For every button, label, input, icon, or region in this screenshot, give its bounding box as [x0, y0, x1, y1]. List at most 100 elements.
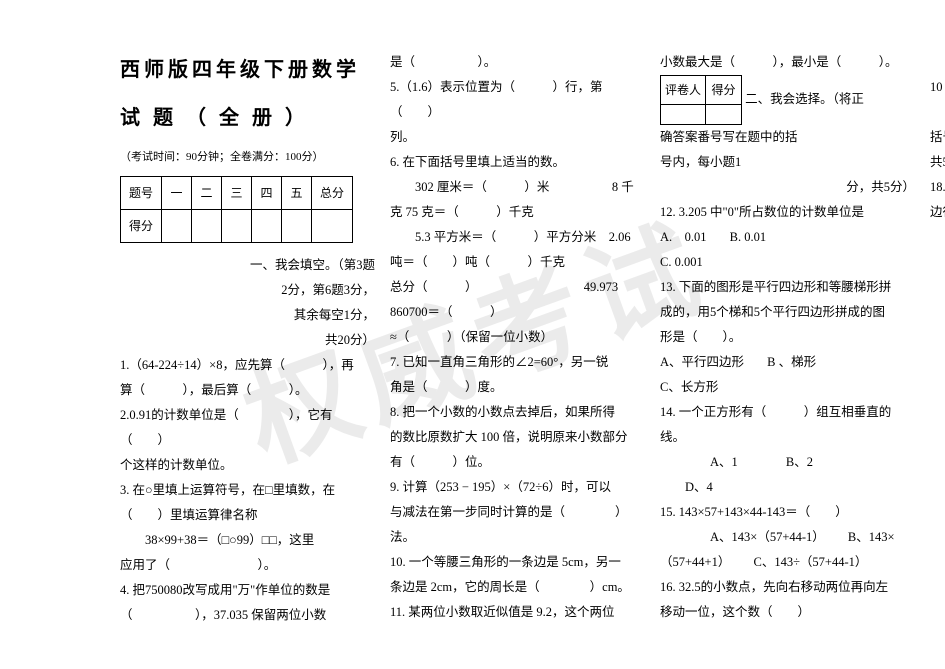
- score-row2-label: 得分: [121, 210, 162, 243]
- q14b: 线。: [660, 425, 915, 450]
- q14: 14. 一个正方形有（ ）组互相垂直的: [660, 400, 915, 425]
- q6e: 总分（ ） 49.973: [390, 275, 645, 300]
- q14-opts: A、1 B、2: [660, 450, 915, 475]
- q4c: 是（ ）。: [390, 50, 645, 75]
- q13-b: B 、梯形: [767, 350, 816, 375]
- q15: 15. 143×57+143×44-143＝（ ）: [660, 500, 915, 525]
- section3-b: 括号内画"√"，错的画"×"，每小题1分，: [930, 125, 945, 150]
- judge-c1: [661, 105, 706, 125]
- section2-block: 评卷人 得分 二、我会选择。（将正 确答案番号写在题中的括 号内，每小题1: [660, 75, 915, 175]
- q10: 10. 一个等腰三角形的一条边是 5cm，另一: [390, 550, 645, 575]
- q6d: 吨＝（ ）吨（ ）千克: [390, 250, 645, 275]
- q3d: 应用了（ ）。: [120, 553, 375, 578]
- q15-opts: A、143×（57+44-1） B、143×: [660, 525, 915, 550]
- score-cell-5: [282, 210, 312, 243]
- q16b: 移动一位，这个数（ ）: [660, 600, 915, 625]
- q15-b2: （57+44+1）: [660, 550, 730, 575]
- q5: 5.（1.6）表示位置为（ ）行，第（ ）: [390, 75, 645, 125]
- q3: 3. 在○里填上运算符号，在□里填数，在: [120, 478, 375, 503]
- section1-line2: 2分，第6题3分，: [120, 278, 375, 303]
- section1-line4: 共20分）: [120, 328, 375, 353]
- score-head-4: 四: [252, 177, 282, 210]
- q14-b: B、2: [761, 450, 813, 475]
- section2-text-d: 分，共5分）: [660, 175, 915, 200]
- q6f: ≈（ ）（保留一位小数）: [390, 325, 645, 350]
- q16-b2: 10 倍: [930, 75, 945, 100]
- q3b: （ ）里填运算律名称: [120, 503, 375, 528]
- q2b: 个这样的计数单位。: [120, 453, 375, 478]
- score-table: 题号 一 二 三 四 五 总分 得分: [120, 176, 353, 243]
- q6g: 860700＝（ ）: [390, 300, 645, 325]
- q7: 7. 已知一直角三角形的∠2=60°，另一锐: [390, 350, 645, 375]
- q13b: 成的，用5个梯和5个平行四边形拼成的图: [660, 300, 915, 325]
- section3-c: 共5分）: [930, 150, 945, 175]
- q2: 2.0.91的计数单位是（ ），它有（ ）: [120, 403, 375, 453]
- q5b: 列。: [390, 125, 645, 150]
- q13: 13. 下面的图形是平行四边形和等腰梯形拼: [660, 275, 915, 300]
- page-title-1: 西师版四年级下册数学: [120, 50, 375, 90]
- score-cell-6: [312, 210, 353, 243]
- q6c: 5.3 平方米＝（ ）平方分米 2.06: [390, 225, 645, 250]
- q12-a: A. 0.01: [660, 225, 707, 250]
- q13-a: A、平行四边形: [660, 350, 744, 375]
- section2-text-c: 号内，每小题1: [660, 150, 915, 175]
- page-content: 西师版四年级下册数学 试 题 （ 全 册 ） （考试时间：90分钟；全卷满分：1…: [120, 50, 915, 630]
- q16: 16. 32.5的小数点，先向右移动两位再向左: [660, 575, 915, 600]
- q18b: 边行 （: [930, 200, 945, 225]
- score-head-3: 三: [222, 177, 252, 210]
- q6: 6. 在下面括号里填上适当的数。: [390, 150, 645, 175]
- q6a: 302 厘米＝（ ）米 8 千: [390, 175, 645, 200]
- q1b: 算（ ），最后算（ ）。: [120, 378, 375, 403]
- q9: 9. 计算（253 − 195）×（72÷6）时，可以: [390, 475, 645, 500]
- score-head-1: 一: [162, 177, 192, 210]
- q15-b: B、143×: [848, 530, 895, 544]
- section2-text-b: 确答案番号写在题中的括: [660, 125, 915, 150]
- q3c: 38×99+38＝（□○99）□□，这里: [120, 528, 375, 553]
- judge-c2: [706, 105, 742, 125]
- q6b: 克 75 克＝（ ）千克: [390, 200, 645, 225]
- section1-line3: 其余每空1分，: [120, 303, 375, 328]
- q16-opts: A. 扩大 10 倍 B. 缩小: [930, 50, 945, 75]
- q12-b: B. 0.01: [730, 225, 766, 250]
- score-head-2: 二: [192, 177, 222, 210]
- q4: 4. 把750080改写成用"万"作单位的数是: [120, 578, 375, 603]
- q8c: 有（ ）位。: [390, 450, 645, 475]
- score-cell-2: [192, 210, 222, 243]
- score-head-0: 题号: [121, 177, 162, 210]
- exam-subtitle: （考试时间：90分钟；全卷满分：100分）: [120, 146, 375, 168]
- judge-table: 评卷人 得分: [660, 75, 742, 125]
- q9c: 法。: [390, 525, 645, 550]
- q1: 1.（64-224÷14）×8，应先算（ ），再: [120, 353, 375, 378]
- q15-a: A、143×（57+44-1）: [685, 525, 825, 550]
- q16-opts2: 10 倍 C. 不变: [930, 75, 945, 100]
- q4b: （ ），37.035 保留两位小数: [120, 603, 375, 628]
- score-cell-4: [252, 210, 282, 243]
- q12-c: C. 0.001: [660, 250, 915, 275]
- page-title-2: 试 题 （ 全 册 ）: [120, 98, 375, 138]
- q11: 11. 某两位小数取近似值是 9.2，这个两位: [390, 600, 645, 625]
- q10b: 条边是 2cm，它的周长是（ ）cm。: [390, 575, 645, 600]
- section2-text-a: 二、我会选择。（将正: [745, 92, 864, 106]
- q9b: 与减法在第一步同时计算的是（ ）: [390, 500, 645, 525]
- q13-c: C、长方形: [660, 375, 915, 400]
- q8b: 的数比原数扩大 100 倍，说明原来小数部分: [390, 425, 645, 450]
- section1-line1: 一、我会填空。（第3题: [120, 253, 375, 278]
- q14-d: D、4: [660, 475, 915, 500]
- judge-h2: 得分: [706, 76, 742, 105]
- section3-a: 三、我会判断。（正确的在: [930, 100, 945, 125]
- q15-c: C、143÷（57+44-1）: [753, 555, 867, 569]
- judge-h1: 评卷人: [661, 76, 706, 105]
- score-head-6: 总分: [312, 177, 353, 210]
- score-head-5: 五: [282, 177, 312, 210]
- q8: 8. 把一个小数的小数点去掉后，如果所得: [390, 400, 645, 425]
- q12: 12. 3.205 中"0"所占数位的计数单位是: [660, 200, 915, 225]
- q14-a: A、1: [685, 450, 738, 475]
- q12-opts: A. 0.01 B. 0.01: [660, 225, 915, 250]
- q7b: 角是（ ）度。: [390, 375, 645, 400]
- q13-opts: A、平行四边形 B 、梯形: [660, 350, 915, 375]
- score-cell-3: [222, 210, 252, 243]
- q11b: 小数最大是（ ），最小是（ ）。: [660, 50, 915, 75]
- q18: 18. 两组对边分别平行的图形叫做平行四: [930, 175, 945, 200]
- q13c: 形是（ ）。: [660, 325, 915, 350]
- q15-opts2: （57+44+1） C、143÷（57+44-1）: [660, 550, 915, 575]
